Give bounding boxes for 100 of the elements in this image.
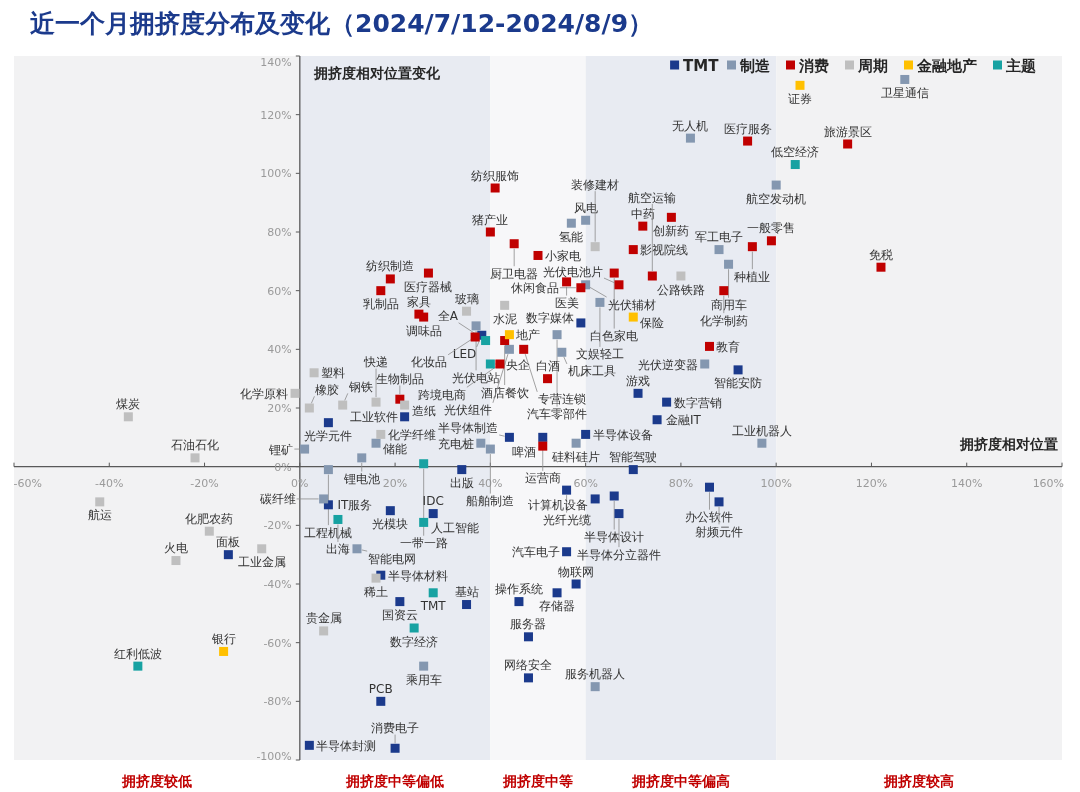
annotation: 操作系统 bbox=[494, 582, 543, 597]
annotation: 计算机设备 bbox=[528, 497, 589, 512]
legend-label: 主题 bbox=[1005, 56, 1036, 75]
x-tick-label: 80% bbox=[668, 476, 694, 490]
annotation: 工业机器人 bbox=[731, 423, 792, 438]
annotation: 医美 bbox=[554, 296, 579, 311]
y-tick-label: -80% bbox=[263, 695, 292, 709]
annotation: 半导体制造 bbox=[438, 421, 499, 436]
annotation: 智能驾驶 bbox=[609, 450, 658, 465]
annotation: 贵金属 bbox=[305, 611, 342, 626]
x-tick-label: -40% bbox=[95, 476, 124, 490]
annotation: 煤炭 bbox=[116, 397, 141, 412]
annotation: 锂电池 bbox=[342, 472, 380, 487]
annotation: 造纸 bbox=[411, 404, 436, 419]
annotation: 地产 bbox=[515, 328, 541, 343]
annotation: 快递 bbox=[363, 355, 389, 370]
annotation: 光学元件 bbox=[304, 429, 353, 444]
annotation: 白色家电 bbox=[590, 329, 639, 344]
annotation: 塑料 bbox=[321, 366, 346, 381]
annotation: 数字经济 bbox=[390, 634, 439, 649]
annotation: 化学纤维 bbox=[387, 427, 436, 442]
annotation: 硅料硅片 bbox=[551, 449, 601, 464]
annotation: 卫星通信 bbox=[880, 85, 929, 100]
annotation: 化学制药 bbox=[699, 313, 748, 328]
annotation: PCB bbox=[368, 681, 393, 696]
y-tick-label: 100% bbox=[260, 167, 292, 181]
annotation: 纺织服饰 bbox=[471, 168, 520, 183]
y-tick-label: 40% bbox=[267, 343, 292, 357]
annotation: 智能电网 bbox=[368, 551, 417, 566]
annotation: 水泥 bbox=[492, 311, 517, 326]
x-tick-label: -60% bbox=[13, 476, 42, 490]
annotation: 乘用车 bbox=[405, 672, 442, 687]
annotation: 证券 bbox=[788, 91, 812, 106]
annotation: LED bbox=[452, 347, 477, 362]
annotation: 办公软件 bbox=[685, 510, 734, 525]
y-tick-label: 60% bbox=[267, 284, 292, 298]
annotation: 小家电 bbox=[545, 248, 581, 263]
annotation: 网络安全 bbox=[504, 658, 553, 673]
y-tick-label: 140% bbox=[260, 56, 292, 69]
legend-label: 制造 bbox=[739, 56, 771, 75]
annotation: 银行 bbox=[210, 631, 236, 646]
annotation: IT服务 bbox=[337, 498, 373, 513]
annotation: 消费电子 bbox=[371, 721, 420, 736]
annotation: 出版 bbox=[449, 476, 474, 491]
annotation: 影视院线 bbox=[640, 243, 689, 258]
x-tick-label: 20% bbox=[382, 476, 408, 490]
annotation: 风电 bbox=[573, 200, 598, 215]
annotation: 免税 bbox=[868, 247, 893, 262]
y-tick-label: -60% bbox=[263, 636, 292, 650]
annotation: 数字媒体 bbox=[525, 310, 574, 325]
annotation: 生物制品 bbox=[375, 372, 424, 386]
annotation: 公路铁路 bbox=[656, 282, 705, 297]
band-label: 拥挤度中等偏高 bbox=[630, 773, 730, 789]
annotation: 智能安防 bbox=[714, 376, 763, 391]
annotation: 医疗器械 bbox=[404, 279, 453, 294]
annotation: 化肥农药 bbox=[185, 511, 234, 526]
x-tick-label: 100% bbox=[760, 476, 792, 490]
annotation: 航空运输 bbox=[628, 190, 677, 205]
annotation: 服务器 bbox=[510, 617, 547, 632]
y-tick-label: -100% bbox=[256, 750, 292, 763]
annotation: 啤酒 bbox=[511, 445, 536, 460]
annotation: 文娱轻工 bbox=[575, 347, 624, 362]
annotation: 石油石化 bbox=[171, 438, 220, 453]
annotation: 船舶制造 bbox=[466, 494, 515, 509]
annotation: 半导体材料 bbox=[387, 568, 448, 583]
annotation: 无人机 bbox=[672, 118, 709, 133]
annotation: 运营商 bbox=[524, 471, 561, 486]
x-tick-label: 140% bbox=[951, 476, 983, 490]
annotation: 存储器 bbox=[539, 599, 576, 614]
annotation: 机床工具 bbox=[567, 364, 616, 379]
annotation: 保险 bbox=[640, 316, 665, 331]
annotation: 玻璃 bbox=[454, 291, 479, 306]
annotation: 红利低波 bbox=[113, 646, 162, 661]
annotation: 半导体设备 bbox=[592, 427, 653, 442]
x-axis-title: 拥挤度相对位置 bbox=[959, 435, 1058, 452]
annotation: 充电桩 bbox=[437, 436, 474, 451]
annotation: 白酒 bbox=[535, 359, 560, 374]
annotation: 全A bbox=[437, 309, 459, 324]
annotation: 休闲食品 bbox=[510, 281, 559, 296]
annotation: 工程机械 bbox=[304, 525, 353, 540]
annotation: 基站 bbox=[454, 585, 479, 600]
annotation: 汽车电子 bbox=[511, 545, 560, 560]
annotation: 光伏逆变器 bbox=[637, 357, 698, 372]
annotation: 面板 bbox=[216, 535, 241, 550]
annotation: 化妆品 bbox=[411, 355, 448, 370]
legend-label: 消费 bbox=[798, 56, 829, 75]
x-tick-label: 60% bbox=[573, 476, 598, 490]
annotation: 工业软件 bbox=[349, 410, 398, 425]
annotation: 低空经济 bbox=[771, 145, 820, 160]
x-tick-label: 120% bbox=[855, 476, 888, 490]
annotation: 调味品 bbox=[405, 323, 442, 338]
annotation: 游戏 bbox=[626, 373, 651, 388]
annotation: 射频元件 bbox=[695, 524, 744, 539]
annotation: 教育 bbox=[716, 339, 741, 354]
annotation: 央企 bbox=[506, 357, 531, 372]
annotation: 厨卫电器 bbox=[490, 266, 539, 281]
annotation: 猪产业 bbox=[472, 212, 509, 227]
annotation: 商用车 bbox=[710, 298, 747, 313]
annotation: 半导体封测 bbox=[316, 738, 377, 753]
annotation: 专营连锁 bbox=[538, 392, 587, 407]
